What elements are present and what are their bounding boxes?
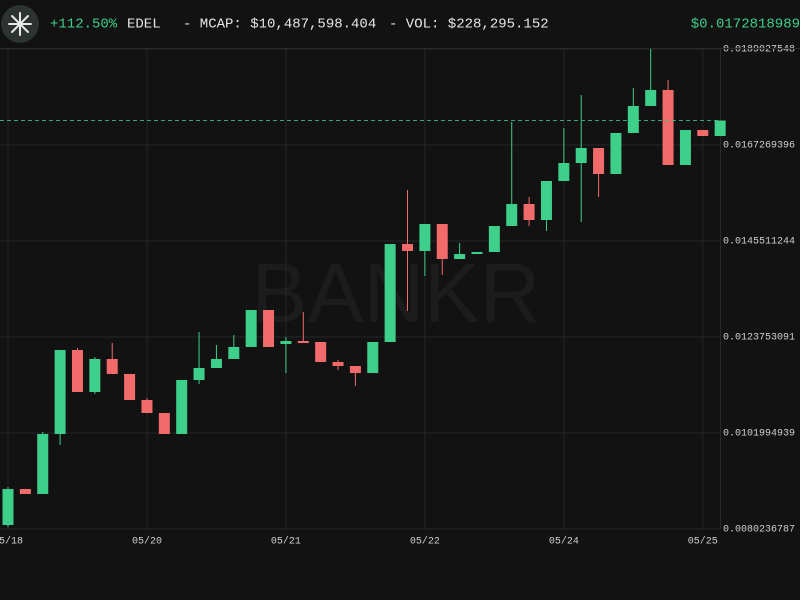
current-price: $0.0172818989 <box>691 17 800 33</box>
candle-body <box>37 433 49 494</box>
x-tick-label: 05/25 <box>688 536 718 548</box>
y-tick-label: 0.0080236787 <box>723 525 795 536</box>
candle-body <box>297 340 309 344</box>
candle-body <box>2 488 14 525</box>
candle-body <box>71 349 83 392</box>
candle-body <box>558 162 570 182</box>
candle-body <box>367 341 379 374</box>
x-tick-label: 05/20 <box>132 536 162 548</box>
watermark: BANKR <box>251 246 540 340</box>
candle-body <box>315 341 327 362</box>
candle-body <box>575 147 587 163</box>
candle-body <box>523 203 535 221</box>
candle-body <box>210 358 222 368</box>
candle-body <box>176 379 188 434</box>
y-tick-label: 0.0167269396 <box>723 141 795 152</box>
x-tick-label: 05/24 <box>549 536 579 548</box>
price-change: +112.50% <box>50 17 118 33</box>
candle-body <box>662 89 674 165</box>
candle-body <box>402 244 414 251</box>
y-tick-label: 0.0189027548 <box>723 45 795 56</box>
candle-body <box>384 244 396 342</box>
candle-body <box>627 105 639 133</box>
candle-body <box>54 349 66 434</box>
y-tick-label: 0.0101994939 <box>723 429 795 440</box>
candle-body <box>540 181 552 221</box>
candle-body <box>106 358 118 374</box>
candle-body <box>593 147 605 174</box>
candle-body <box>419 224 431 251</box>
candle-body <box>349 366 361 374</box>
x-tick-label: 05/21 <box>271 536 301 548</box>
candle-body <box>124 373 136 401</box>
volume: - VOL: $228,295.152 <box>389 17 549 33</box>
candle-body <box>263 310 275 347</box>
candle-body <box>332 361 344 367</box>
candle-body <box>679 129 691 165</box>
candle-body <box>158 412 170 434</box>
candle-body <box>714 120 726 136</box>
symbol: EDEL <box>127 17 161 33</box>
y-tick-label: 0.0145511244 <box>723 237 795 248</box>
candle-body <box>19 488 31 494</box>
candle-body <box>228 346 240 359</box>
candle-body <box>141 400 153 413</box>
candle-body <box>697 129 709 136</box>
x-tick-label: 05/22 <box>410 536 440 548</box>
candle-body <box>245 310 257 347</box>
candle-body <box>645 89 657 106</box>
candle-body <box>454 254 466 260</box>
logo-icon <box>8 12 32 36</box>
y-tick-label: 0.0123753091 <box>723 333 795 344</box>
candle-body <box>471 251 483 255</box>
candle-body <box>280 340 292 344</box>
candle-body <box>488 226 500 252</box>
candle-body <box>610 132 622 174</box>
market-cap: - MCAP: $10,487,598.404 <box>183 17 376 33</box>
candle-body <box>436 224 448 260</box>
x-tick-label: 05/18 <box>0 536 23 548</box>
candle-body <box>193 367 205 380</box>
candle-body <box>89 358 101 392</box>
candle-body <box>506 203 518 227</box>
